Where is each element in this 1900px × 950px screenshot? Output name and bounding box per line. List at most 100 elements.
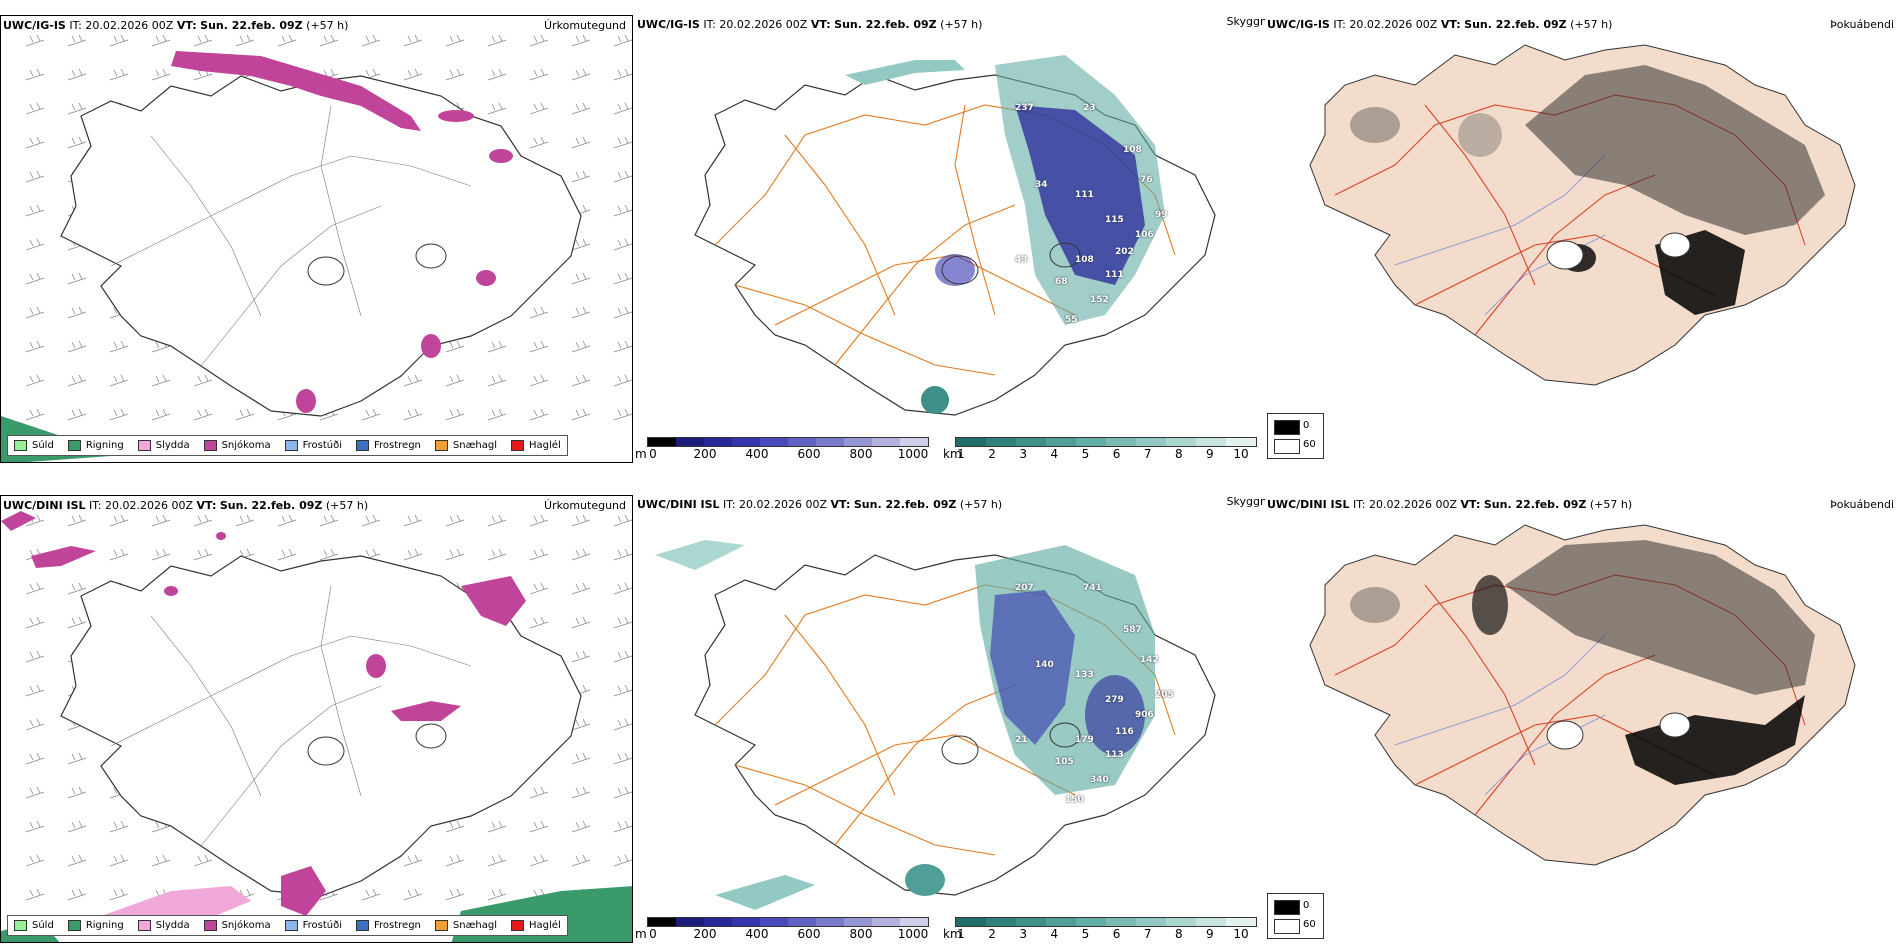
colorbar-strip: [647, 437, 929, 447]
legend-swatch: [434, 440, 448, 451]
legend-swatch: [434, 920, 448, 931]
legend-label: Frostregn: [374, 440, 421, 451]
panel-header: UWC/DINI ISL IT: 20.02.2026 00Z VT: Sun.…: [3, 499, 369, 512]
ceiling-value-label: 108: [1123, 145, 1142, 155]
colorbar-tick: 1000: [897, 447, 929, 461]
wind-barb: [25, 582, 45, 595]
wind-barb: [193, 854, 213, 867]
low-visibility-area: [921, 386, 949, 414]
colorbar-tick: 10: [1233, 927, 1249, 941]
colorbar-tick: 8: [1174, 927, 1183, 941]
colorbar-tick: 7: [1143, 447, 1152, 461]
wind-barb: [613, 820, 632, 833]
wind-barb: [319, 548, 339, 561]
wind-barb: [25, 272, 45, 285]
wind-barb: [25, 684, 45, 697]
fog-area: [1625, 695, 1805, 785]
wind-barb: [25, 718, 45, 731]
legend-label: Súld: [32, 440, 54, 451]
wind-barb: [25, 374, 45, 387]
wind-barb: [109, 820, 129, 833]
wind-barb: [277, 514, 297, 527]
wind-barb: [109, 548, 129, 561]
wind-barb: [67, 888, 87, 901]
wind-barb: [25, 68, 45, 81]
wind-barb: [67, 514, 87, 527]
roads: [110, 585, 472, 847]
glacier: [941, 735, 979, 765]
wind-barb: [67, 616, 87, 629]
ceiling-value-label: 76: [1140, 175, 1153, 185]
wind-barb: [25, 616, 45, 629]
colorbar-cell: [676, 438, 704, 446]
wind-barb: [109, 514, 129, 527]
wind-barb: [613, 854, 632, 867]
wind-barb: [613, 374, 632, 387]
wind-barb: [487, 820, 507, 833]
wind-barb: [109, 374, 129, 387]
wind-barb: [613, 238, 632, 251]
fog-map: [1309, 44, 1856, 386]
panel-header: UWC/IG-IS IT: 20.02.2026 00Z VT: Sun. 22…: [1267, 18, 1613, 31]
wind-barb: [571, 548, 591, 561]
fog-area: [1525, 65, 1825, 235]
snow-area: [391, 701, 461, 721]
colorbar-tick: 800: [849, 927, 873, 941]
wind-barb: [571, 408, 591, 421]
wind-barb: [67, 340, 87, 353]
legend-item: Slydda: [137, 920, 190, 931]
ceiling-value-label: 34: [1035, 180, 1048, 190]
legend-label: Rigning: [85, 440, 124, 451]
legend-label: Frostúði: [302, 440, 342, 451]
wind-barb: [529, 340, 549, 353]
wind-barb: [613, 514, 632, 527]
wind-barb: [571, 650, 591, 663]
snow-area: [164, 586, 178, 596]
legend-label: Slydda: [155, 920, 190, 931]
colorbar-cell: [816, 918, 844, 926]
fog-key-swatch: [1274, 420, 1300, 435]
wind-barb: [613, 786, 632, 799]
colorbar-tick: 4: [1050, 447, 1059, 461]
wind-barb: [445, 408, 465, 421]
wind-barb: [235, 408, 255, 421]
ceiling-value-label: 140: [1035, 660, 1054, 670]
wind-barb: [613, 650, 632, 663]
wind-barb: [613, 272, 632, 285]
legend-swatch: [356, 920, 369, 931]
panel-title: Úrkomutegund: [544, 499, 626, 512]
low-ceiling-area: [1015, 105, 1145, 285]
colorbar-unit: km: [943, 927, 962, 941]
ceiling-value-label: 340: [1090, 775, 1109, 785]
colorbar-cell: [648, 918, 676, 926]
precip-panel-bottom: UWC/DINI ISL IT: 20.02.2026 00Z VT: Sun.…: [0, 495, 633, 943]
colorbar-cell: [760, 918, 788, 926]
glacier: [307, 736, 345, 766]
wind-barb: [613, 102, 632, 115]
panel-header: UWC/DINI ISL IT: 20.02.2026 00Z VT: Sun.…: [637, 498, 1003, 511]
wind-barb: [151, 514, 171, 527]
colorbar-cell: [956, 918, 986, 926]
wind-barb: [613, 408, 632, 421]
low-visibility-area: [905, 864, 945, 896]
legend-swatch: [67, 920, 81, 931]
colorbar-cell: [1076, 918, 1106, 926]
wind-barb: [487, 888, 507, 901]
wind-barb: [25, 170, 45, 183]
legend-swatch: [137, 920, 151, 931]
wind-barb: [529, 136, 549, 149]
wind-barb: [487, 102, 507, 115]
colorbar-tick: 400: [745, 927, 769, 941]
colorbar-cell: [816, 438, 844, 446]
ceiling-value-label: 23: [1083, 103, 1096, 113]
precip-map: [1, 34, 632, 462]
wind-barb: [613, 170, 632, 183]
colorbar-tick: 5: [1081, 447, 1090, 461]
legend-swatch: [511, 920, 525, 931]
legend-label: Slydda: [155, 440, 190, 451]
colorbar-tick: 2: [988, 927, 996, 941]
legend-swatch: [14, 440, 27, 451]
wind-barb: [571, 136, 591, 149]
legend-item: Súld: [14, 440, 54, 451]
wind-barb: [25, 102, 45, 115]
